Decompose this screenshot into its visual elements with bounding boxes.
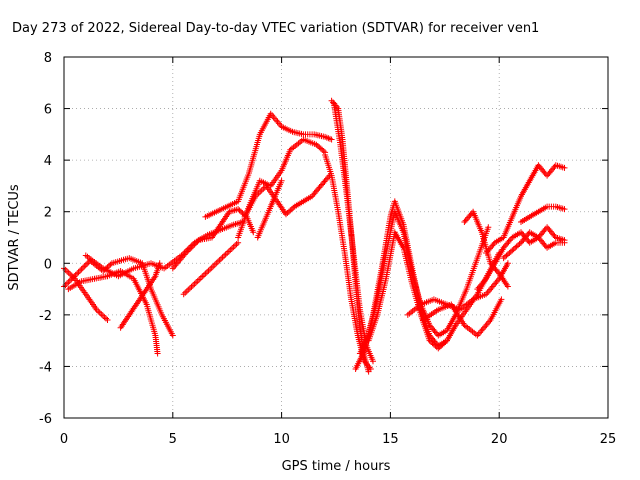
data-track xyxy=(117,260,163,331)
plus-marker-series xyxy=(356,208,492,357)
data-track xyxy=(356,208,492,357)
data-track xyxy=(500,224,568,262)
x-tick-label: 0 xyxy=(60,432,68,447)
y-tick-label: -4 xyxy=(39,360,52,375)
data-track xyxy=(483,162,568,256)
y-tick-label: 8 xyxy=(44,51,52,66)
y-tick-label: 4 xyxy=(44,154,52,169)
plus-marker-series xyxy=(180,239,242,298)
plus-marker-series xyxy=(202,110,335,220)
plus-marker-series xyxy=(461,208,511,290)
data-track xyxy=(180,239,242,298)
x-tick-label: 10 xyxy=(273,432,290,447)
data-series xyxy=(61,97,568,375)
x-tick-label: 20 xyxy=(491,432,508,447)
data-track xyxy=(254,177,285,241)
x-tick-label: 5 xyxy=(169,432,177,447)
plus-marker-series xyxy=(483,162,568,256)
data-track xyxy=(241,172,333,220)
plot-frame xyxy=(63,56,609,419)
plus-marker-series xyxy=(117,260,163,331)
chart-title: Day 273 of 2022, Sidereal Day-to-day VTE… xyxy=(12,21,539,36)
x-tick-label: 15 xyxy=(382,432,399,447)
plus-marker-series xyxy=(500,224,568,262)
y-tick-label: 6 xyxy=(44,103,52,118)
plus-marker-series xyxy=(241,172,333,220)
plus-marker-series xyxy=(254,177,285,241)
x-axis-label: GPS time / hours xyxy=(282,459,391,474)
y-tick-label: 0 xyxy=(44,257,52,272)
axis-ticks xyxy=(63,56,609,419)
data-track xyxy=(461,208,511,290)
plus-marker-series xyxy=(420,296,505,339)
y-tick-label: 2 xyxy=(44,206,52,221)
data-track xyxy=(518,203,568,225)
x-tick-label: 25 xyxy=(600,432,617,447)
plus-marker-series xyxy=(518,203,568,225)
data-track xyxy=(420,296,505,339)
tick-labels: 0 5 10 15 20 25 -6 -4 -2 0 2 4 6 8 xyxy=(39,51,616,447)
data-track xyxy=(202,110,335,220)
y-axis-label: SDTVAR / TECUs xyxy=(7,184,22,291)
y-tick-label: -6 xyxy=(39,412,52,427)
y-tick-label: -2 xyxy=(39,309,52,324)
